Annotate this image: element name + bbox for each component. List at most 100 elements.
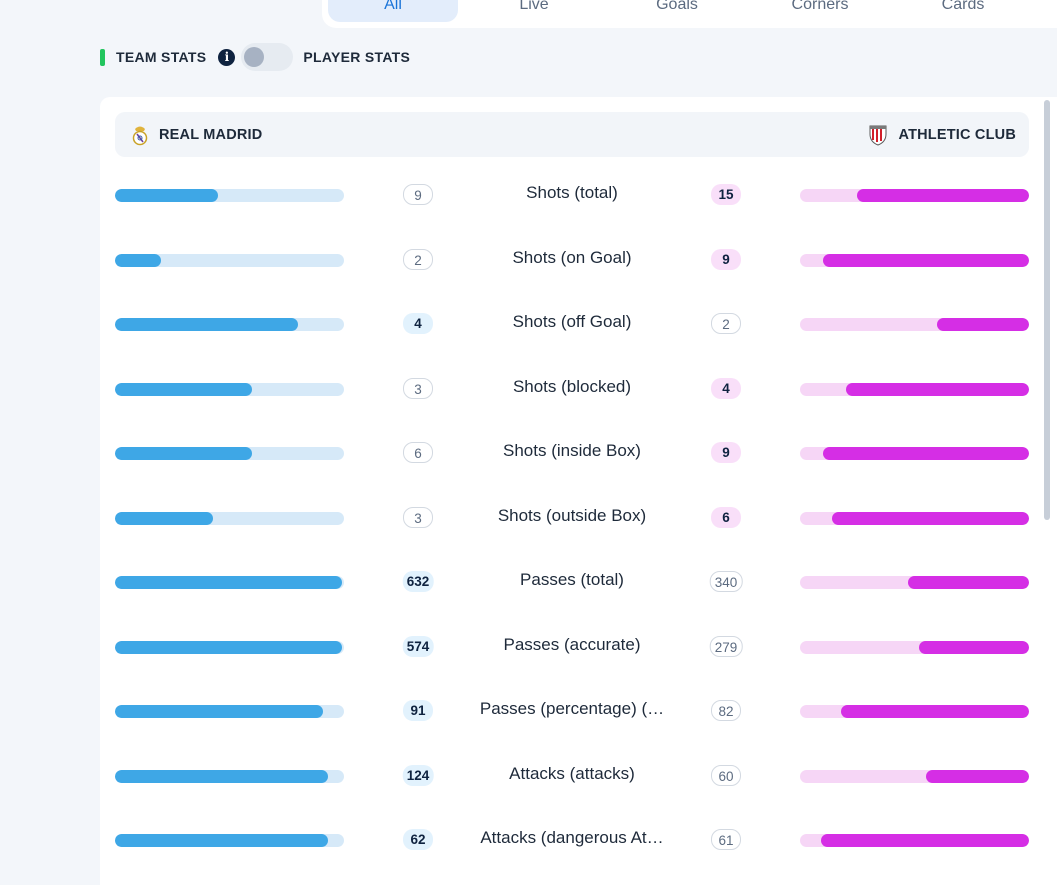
real-madrid-crest-icon <box>130 124 150 146</box>
away-stat-bar-fill <box>823 253 1029 267</box>
away-stat-bar <box>800 253 1029 267</box>
stat-label: Passes (accurate) <box>503 634 641 654</box>
home-stat-value: 2 <box>403 248 433 270</box>
stat-row: 4 Shots (off Goal) 2 <box>115 310 1029 340</box>
away-stat-bar <box>800 447 1029 460</box>
home-stat-bar <box>115 576 344 589</box>
stats-card <box>100 97 1057 885</box>
home-stat-bar-fill <box>115 705 323 718</box>
home-stat-value: 62 <box>403 829 433 850</box>
away-stat-bar <box>800 834 1029 847</box>
away-stat-value: 4 <box>711 377 741 399</box>
home-stat-bar <box>115 382 344 396</box>
home-stat-value: 9 <box>403 184 433 205</box>
away-stat-value: 82 <box>711 700 741 721</box>
away-stat-value: 60 <box>711 764 741 786</box>
stat-label: Shots (blocked) <box>512 376 632 396</box>
home-stat-bar-fill <box>115 382 252 396</box>
home-stat-value: 632 <box>402 571 434 592</box>
away-stat-bar-fill <box>821 834 1029 847</box>
away-stat-value: 2 <box>711 313 741 334</box>
info-icon[interactable]: i <box>218 48 236 66</box>
home-stat-bar-fill <box>115 511 213 525</box>
away-stat-bar <box>800 769 1029 783</box>
stat-row: 2 Shots (on Goal) 9 <box>115 246 1029 276</box>
home-stat-bar <box>115 318 344 331</box>
stat-label: Attacks (attacks) <box>509 763 635 783</box>
stats-scrollbar[interactable] <box>1044 100 1050 520</box>
stat-row: 574 Passes (accurate) 279 <box>115 633 1029 663</box>
away-stat-value: 340 <box>709 571 743 592</box>
home-stat-value: 91 <box>403 700 433 721</box>
stats-tab-bar: All Live Goals Corners Cards <box>322 0 1057 28</box>
away-stat-bar <box>800 640 1029 654</box>
away-stat-bar-fill <box>823 447 1029 460</box>
home-stat-bar-fill <box>115 769 328 783</box>
home-stat-bar-fill <box>115 447 252 460</box>
tab-cards[interactable]: Cards <box>941 0 985 13</box>
away-stat-value: 6 <box>711 506 741 528</box>
home-stat-value: 4 <box>403 313 433 334</box>
stats-mode-switch[interactable] <box>241 43 294 71</box>
away-stat-bar <box>800 511 1029 525</box>
tab-corners[interactable]: Corners <box>791 0 849 13</box>
stat-row: 62 Attacks (dangerous At… 61 <box>115 826 1029 856</box>
stat-row: 91 Passes (percentage) (… 82 <box>115 697 1029 727</box>
away-stat-bar-fill <box>926 769 1029 783</box>
away-stat-value: 9 <box>711 442 741 463</box>
home-stat-bar <box>115 253 344 267</box>
home-stat-bar <box>115 834 344 847</box>
player-stats-label[interactable]: PLAYER STATS <box>303 49 411 65</box>
away-stat-value: 61 <box>711 829 741 850</box>
away-team-name: ATHLETIC CLUB <box>898 126 1016 143</box>
stat-label: Shots (off Goal) <box>512 312 632 331</box>
tab-goals[interactable]: Goals <box>656 0 698 13</box>
home-stat-bar <box>115 705 344 718</box>
stat-label: Shots (total) <box>526 183 618 202</box>
stat-row: 9 Shots (total) 15 <box>115 181 1029 211</box>
away-stat-bar <box>800 189 1029 202</box>
home-stat-bar <box>115 640 344 654</box>
team-stats-label[interactable]: TEAM STATS <box>116 49 207 65</box>
tab-all[interactable]: All <box>328 0 458 22</box>
home-stat-bar-fill <box>115 318 298 331</box>
home-stat-value: 574 <box>402 635 434 657</box>
stat-label: Attacks (dangerous At… <box>480 828 664 847</box>
home-stat-bar-fill <box>115 576 342 589</box>
home-stat-bar-fill <box>115 834 328 847</box>
away-stat-bar <box>800 382 1029 396</box>
away-stat-bar-fill <box>832 511 1029 525</box>
section-accent-bar <box>100 48 105 66</box>
away-stat-bar-fill <box>841 705 1029 718</box>
home-stat-value: 3 <box>403 506 433 528</box>
home-stat-bar-fill <box>115 640 342 654</box>
stat-row: 6 Shots (inside Box) 9 <box>115 439 1029 469</box>
away-stat-bar <box>800 576 1029 589</box>
home-stat-value: 3 <box>403 377 433 399</box>
away-stat-value: 15 <box>711 184 741 205</box>
stat-row: 3 Shots (blocked) 4 <box>115 375 1029 405</box>
home-stat-value: 124 <box>402 764 434 786</box>
home-stat-value: 6 <box>403 442 433 463</box>
away-team: ATHLETIC CLUB <box>868 112 1016 157</box>
away-stat-bar-fill <box>908 576 1029 589</box>
stat-label: Shots (outside Box) <box>497 505 647 525</box>
home-stat-bar <box>115 769 344 783</box>
home-stat-bar <box>115 447 344 460</box>
home-stat-bar-fill <box>115 253 161 267</box>
team-header: REAL MADRID ATHLETIC CLUB <box>115 112 1029 157</box>
away-stat-bar-fill <box>919 640 1029 654</box>
away-stat-value: 279 <box>709 635 743 657</box>
away-stat-bar <box>800 705 1029 718</box>
home-team-name: REAL MADRID <box>159 126 263 143</box>
switch-knob <box>244 47 265 67</box>
home-stat-bar <box>115 189 344 202</box>
stat-row: 632 Passes (total) 340 <box>115 568 1029 598</box>
tab-live[interactable]: Live <box>519 0 549 13</box>
stat-label: Passes (percentage) (… <box>479 699 665 718</box>
home-team: REAL MADRID <box>130 112 262 157</box>
athletic-club-crest-icon <box>868 124 888 146</box>
home-stat-bar <box>115 511 344 525</box>
away-stat-bar-fill <box>846 382 1029 396</box>
